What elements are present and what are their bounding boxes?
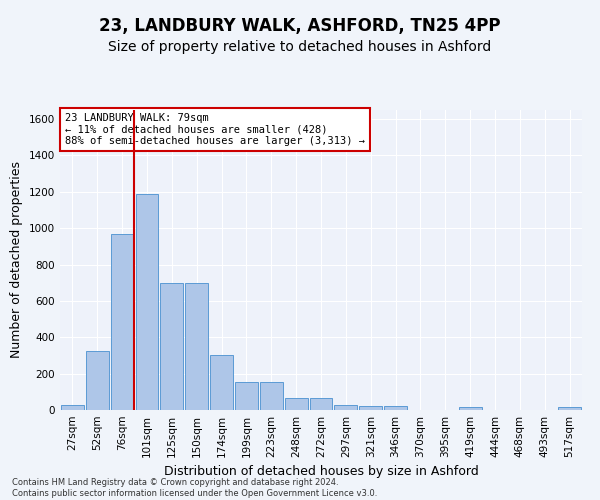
Bar [136,194,158,410]
Bar [310,398,332,410]
Bar [384,406,407,410]
Bar [61,404,84,410]
Text: 23, LANDBURY WALK, ASHFORD, TN25 4PP: 23, LANDBURY WALK, ASHFORD, TN25 4PP [99,18,501,36]
Bar [111,234,134,410]
Y-axis label: Number of detached properties: Number of detached properties [10,162,23,358]
Bar [260,382,283,410]
Bar [558,408,581,410]
Bar [185,282,208,410]
Bar [210,356,233,410]
Bar [86,351,109,410]
Text: Contains HM Land Registry data © Crown copyright and database right 2024.
Contai: Contains HM Land Registry data © Crown c… [12,478,377,498]
Bar [459,408,482,410]
Bar [359,406,382,410]
Text: 23 LANDBURY WALK: 79sqm
← 11% of detached houses are smaller (428)
88% of semi-d: 23 LANDBURY WALK: 79sqm ← 11% of detache… [65,113,365,146]
Bar [235,382,258,410]
Bar [160,282,183,410]
Text: Size of property relative to detached houses in Ashford: Size of property relative to detached ho… [109,40,491,54]
Bar [334,406,357,410]
X-axis label: Distribution of detached houses by size in Ashford: Distribution of detached houses by size … [164,466,478,478]
Bar [285,398,308,410]
